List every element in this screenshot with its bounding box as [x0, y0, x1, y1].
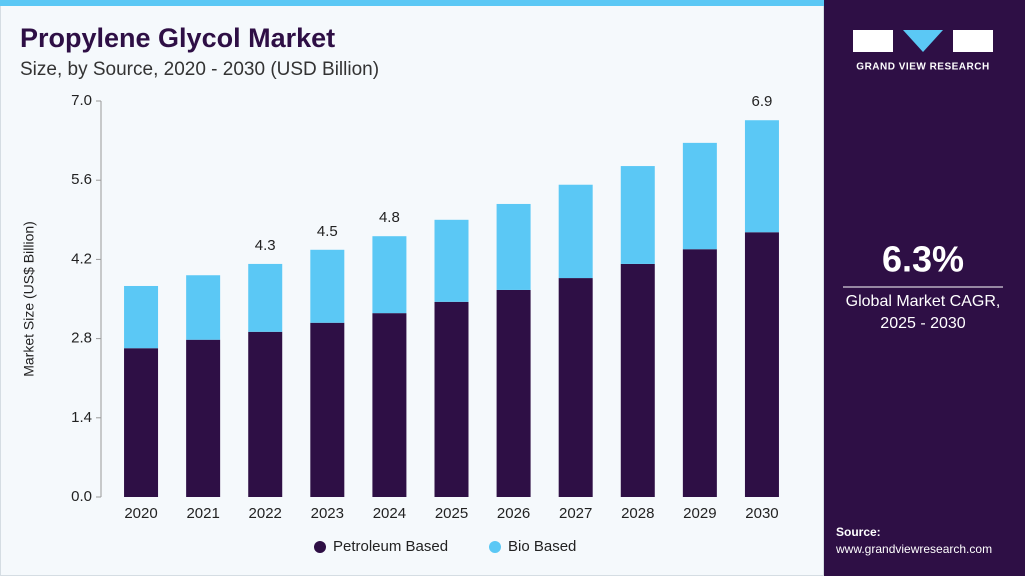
y-tick-label: 1.4 — [71, 409, 92, 426]
bar-segment — [372, 236, 407, 314]
y-tick-label: 7.0 — [71, 92, 92, 109]
y-tick-label: 5.6 — [71, 171, 92, 188]
legend-marker — [314, 541, 326, 553]
side-panel — [824, 0, 1025, 576]
bar-segment — [682, 142, 717, 250]
bar-segment — [310, 322, 345, 497]
x-tick-label: 2027 — [559, 505, 592, 522]
x-tick-label: 2030 — [745, 505, 778, 522]
x-tick-label: 2021 — [186, 505, 219, 522]
total-label: 6.9 — [752, 93, 773, 110]
bar-segment — [744, 232, 779, 497]
legend-marker — [489, 541, 501, 553]
x-tick-label: 2025 — [435, 505, 468, 522]
bar-segment — [124, 285, 159, 349]
total-label: 4.5 — [317, 223, 338, 240]
bar-segment — [620, 263, 655, 497]
source-url: www.grandviewresearch.com — [835, 542, 992, 556]
bar-segment — [186, 339, 221, 497]
total-label: 4.8 — [379, 209, 400, 226]
bar-segment — [744, 120, 779, 233]
source-label: Source: — [836, 525, 881, 539]
chart-title: Propylene Glycol Market — [20, 23, 335, 53]
brand: GRAND VIEW RESEARCH — [856, 62, 989, 73]
bar-segment — [434, 219, 469, 302]
top-strip — [0, 0, 824, 6]
cagr-label: Global Market CAGR, — [846, 293, 1001, 310]
x-tick-label: 2028 — [621, 505, 654, 522]
chart-subtitle: Size, by Source, 2020 - 2030 (USD Billio… — [20, 59, 379, 80]
bar-segment — [124, 348, 159, 497]
x-tick-label: 2029 — [683, 505, 716, 522]
bar-segment — [248, 331, 283, 497]
bar-segment — [434, 301, 469, 497]
y-axis-label: Market Size (US$ Billion) — [21, 221, 37, 377]
x-tick-label: 2023 — [311, 505, 344, 522]
y-tick-label: 4.2 — [71, 250, 92, 267]
y-tick-label: 2.8 — [71, 330, 92, 347]
total-label: 4.3 — [255, 237, 276, 254]
bar-segment — [682, 249, 717, 497]
logo — [853, 30, 993, 52]
legend-label: Petroleum Based — [333, 538, 448, 555]
bar-segment — [186, 275, 221, 340]
x-tick-label: 2026 — [497, 505, 530, 522]
bar-segment — [372, 313, 407, 497]
cagr-label: 2025 - 2030 — [880, 315, 966, 332]
x-tick-label: 2020 — [124, 505, 157, 522]
logo-block — [853, 30, 893, 52]
cagr-value: 6.3% — [882, 239, 964, 280]
bar-segment — [248, 263, 283, 332]
bar-segment — [558, 184, 593, 279]
y-tick-label: 0.0 — [71, 488, 92, 505]
logo-block — [903, 30, 943, 52]
bar-segment — [496, 203, 531, 290]
x-tick-label: 2024 — [373, 505, 406, 522]
bar-segment — [310, 249, 345, 323]
bar-segment — [558, 278, 593, 497]
x-tick-label: 2022 — [249, 505, 282, 522]
bar-segment — [496, 289, 531, 497]
bar-segment — [620, 166, 655, 264]
legend-label: Bio Based — [508, 538, 576, 555]
logo-block — [953, 30, 993, 52]
